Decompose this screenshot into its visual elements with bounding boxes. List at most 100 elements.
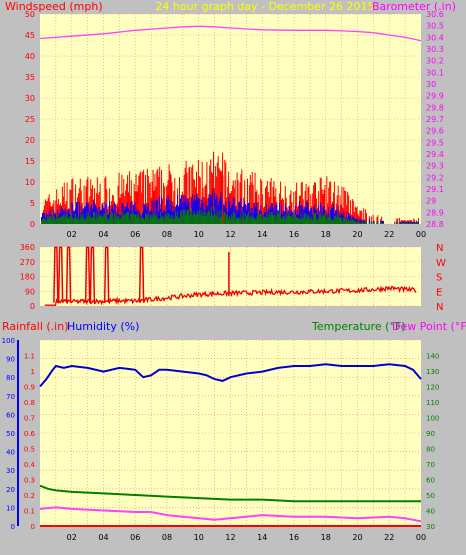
panel3-x-tick-label: 04: [98, 533, 108, 542]
graph-title: 24 hour graph day - December 26 2015: [155, 0, 374, 13]
direction-axis: 0 90 180 270 360: [20, 243, 35, 311]
humidity-axis: 0 10 20 30 40 50 60 70 80 90 100: [2, 337, 19, 531]
windspeed-header: Windspeed (mph): [5, 0, 103, 13]
panel3-x-tick-label: 06: [130, 533, 140, 542]
humidity-line: [39, 363, 422, 388]
windspeed-tick-label: 10: [25, 178, 35, 187]
panel1-x-tick-label: 18: [321, 230, 331, 239]
panel1-x-tick-label: 06: [130, 230, 140, 239]
barometer-tick-label: 29.2: [426, 173, 444, 182]
windspeed-tick-label: 30: [25, 94, 35, 103]
windspeed-tick-label: 5: [30, 199, 35, 208]
barometer-tick-label: 30.6: [426, 10, 444, 19]
direction-spike: [65, 246, 72, 303]
barometer-tick-label: 29.1: [426, 185, 444, 194]
barometer-line: [39, 25, 422, 42]
barometer-tick-label: 30.4: [426, 33, 444, 42]
direction-spike: [103, 246, 110, 303]
barometer-tick-label: 30.5: [426, 22, 444, 31]
windspeed-tick-label: 20: [25, 136, 35, 145]
rainfall-tick-label: 1.1: [24, 353, 35, 361]
windspeed-tick-label: 45: [25, 31, 35, 40]
rainfall-tick-label: 0.2: [24, 492, 35, 500]
barometer-tick-label: 29.8: [426, 103, 444, 112]
barometer-tick-label: 30: [426, 80, 436, 89]
direction-tick-label: 270: [20, 258, 35, 267]
panel1-x-tick-label: 20: [352, 230, 362, 239]
barometer-tick-label: 29.3: [426, 162, 444, 171]
compass-label: W: [436, 258, 446, 269]
panel3-x-tick-label: 14: [257, 533, 267, 542]
temperature-line: [39, 484, 421, 503]
panel1-x-tick-label: 04: [98, 230, 108, 239]
humidity-tick-label: 60: [6, 411, 15, 419]
panel1-x-tick-label: 14: [257, 230, 267, 239]
direction-spike: [84, 246, 91, 303]
panel3-x-tick-label: 08: [162, 533, 172, 542]
humidity-tick-label: 100: [2, 337, 15, 345]
panel1-x-ticks: 02 04 06 08 10 12 14 16 18 20 22 00: [67, 230, 426, 239]
rainfall-tick-label: 0.7: [24, 415, 35, 423]
temperature-tick-label: 90: [426, 430, 435, 438]
windspeed-tick-label: 15: [25, 157, 35, 166]
temperature-tick-label: 70: [426, 461, 435, 469]
panel3-x-tick-label: 12: [225, 533, 235, 542]
panel3-x-ticks: 02 04 06 08 10 12 14 16 18 20 22 00: [67, 533, 426, 542]
temperature-tick-label: 120: [426, 384, 439, 392]
temperature-tick-label: 110: [426, 399, 439, 407]
direction-spike: [57, 246, 64, 303]
panel3-x-tick-label: 16: [289, 533, 299, 542]
temperature-header: Temperature (°F): [311, 320, 406, 333]
windspeed-axis: 0 5 10 15 20 25 30 35 40 45 50: [25, 10, 35, 229]
temperature-axis: 30 40 50 60 70 80 90 100 110 120 130 140: [426, 353, 439, 532]
barometer-tick-label: 29.9: [426, 92, 444, 101]
direction-tick-label: 90: [25, 287, 35, 296]
rainfall-tick-label: 0.8: [24, 399, 35, 407]
rainfall-tick-label: 0.5: [24, 446, 35, 454]
barometer-tick-label: 29.4: [426, 150, 444, 159]
barometer-axis: 28.8 28.9 29 29.1 29.2 29.3 29.4 29.5 29.6 29.7 29…: [426, 10, 444, 229]
humidity-tick-label: 0: [11, 523, 15, 531]
panel1-x-tick-label: 10: [194, 230, 204, 239]
rainfall-axis: 0 0.1 0.2 0.3 0.4 0.5 0.6 0.7 0.8 0.9 1 1.1: [24, 353, 36, 532]
barometer-tick-label: 29.5: [426, 138, 444, 147]
rainfall-tick-label: 0: [31, 523, 35, 531]
humidity-tick-label: 70: [6, 393, 15, 401]
panel3-x-tick-label: 22: [384, 533, 394, 542]
humidity-tick-label: 20: [6, 486, 15, 494]
temperature-tick-label: 30: [426, 523, 435, 531]
panel1-x-tick-label: 00: [416, 230, 426, 239]
rainfall-tick-label: 1: [31, 368, 35, 376]
barometer-tick-label: 30.2: [426, 57, 444, 66]
direction-series: [44, 246, 417, 306]
humidity-tick-label: 10: [6, 504, 15, 512]
compass-label: N: [436, 243, 443, 254]
rainfall-tick-label: 0.3: [24, 477, 35, 485]
windspeed-tick-label: 0: [30, 220, 35, 229]
rainfall-tick-label: 0.4: [24, 461, 36, 469]
barometer-tick-label: 29: [426, 197, 436, 206]
panel3-x-tick-label: 20: [352, 533, 362, 542]
temperature-tick-label: 50: [426, 492, 435, 500]
temperature-tick-label: 100: [426, 415, 439, 423]
temperature-tick-label: 60: [426, 477, 435, 485]
barometer-tick-label: 29.6: [426, 127, 444, 136]
direction-tick-label: 360: [20, 243, 35, 252]
humidity-tick-label: 80: [6, 374, 15, 382]
panel3-x-tick-label: 02: [67, 533, 77, 542]
barometer-series: [39, 25, 422, 42]
windspeed-tick-label: 40: [25, 52, 35, 61]
barometer-tick-label: 30.1: [426, 68, 444, 77]
panel2-grid: [40, 246, 421, 307]
dewpoint-header: Dew Point (°F): [392, 320, 466, 333]
panel3-x-tick-label: 00: [416, 533, 426, 542]
windspeed-tick-label: 25: [25, 115, 35, 124]
rainfall-header: Rainfall (.in): [2, 320, 69, 333]
temperature-tick-label: 40: [426, 508, 435, 516]
windspeed-tick-label: 50: [25, 10, 35, 19]
humidity-tick-label: 50: [6, 430, 15, 438]
rainfall-tick-label: 0.6: [24, 430, 36, 438]
